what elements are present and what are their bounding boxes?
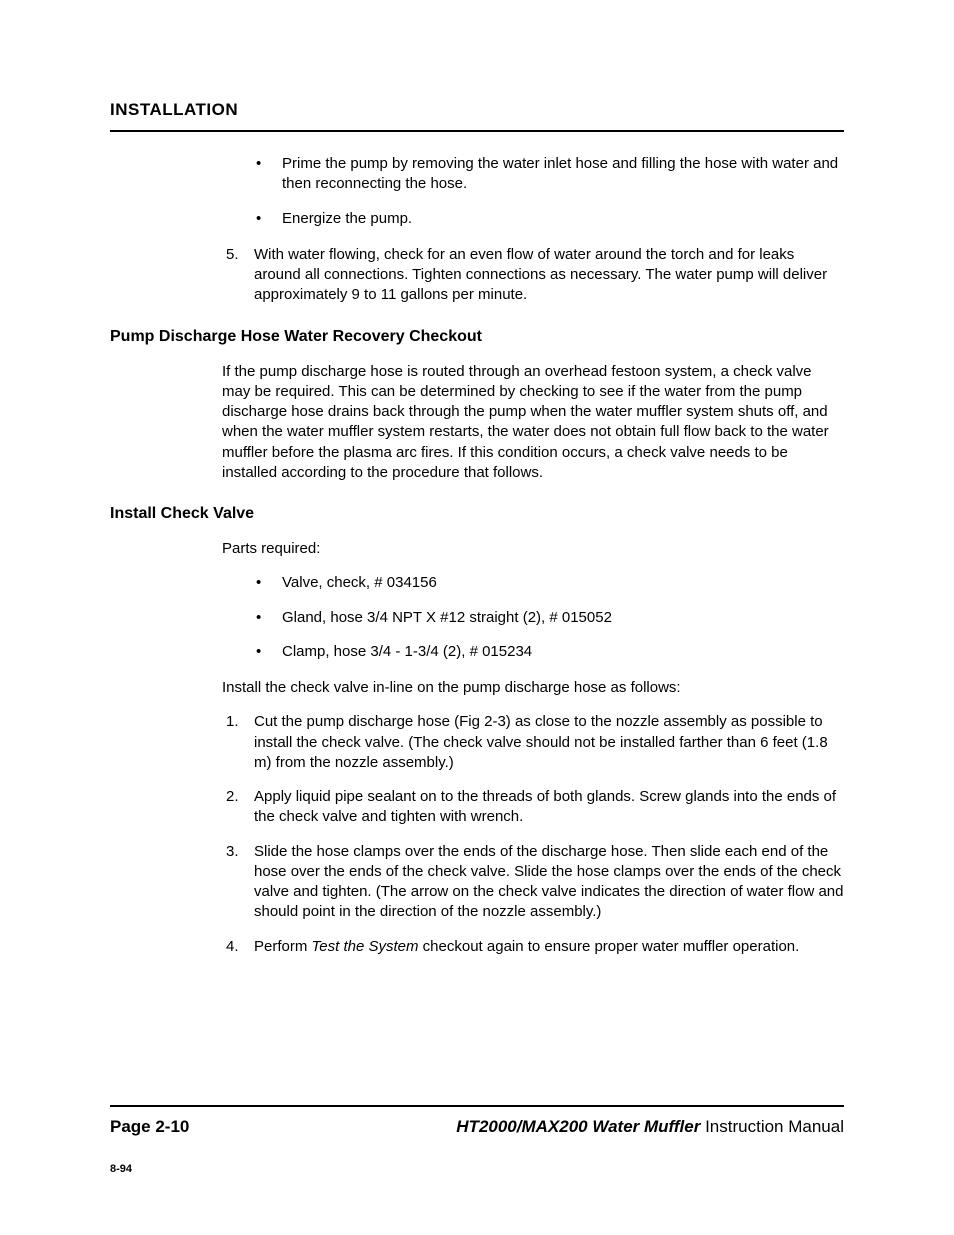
doc-title: HT2000/MAX200 Water Muffler Instruction … xyxy=(456,1117,844,1137)
page-footer: Page 2-10 HT2000/MAX200 Water Muffler In… xyxy=(110,1105,844,1175)
step-number: 2. xyxy=(226,787,239,807)
section-header: INSTALLATION xyxy=(110,100,844,120)
doc-type: Instruction Manual xyxy=(700,1117,844,1136)
intro-bullets: Prime the pump by removing the water inl… xyxy=(222,154,844,229)
step-text: Cut the pump discharge hose (Fig 2-3) as… xyxy=(254,713,828,771)
install-step: 2. Apply liquid pipe sealant on to the t… xyxy=(222,787,844,828)
step-number: 3. xyxy=(226,842,239,862)
step-number: 5. xyxy=(226,245,239,265)
footer-rule xyxy=(110,1105,844,1107)
product-name: HT2000/MAX200 Water Muffler xyxy=(456,1117,700,1136)
step-text-post: checkout again to ensure proper water mu… xyxy=(419,938,800,955)
page-number: Page 2-10 xyxy=(110,1117,189,1137)
header-rule xyxy=(110,130,844,132)
install-instruction: Install the check valve in-line on the p… xyxy=(222,678,844,698)
parts-list: Valve, check, # 034156 Gland, hose 3/4 N… xyxy=(222,573,844,662)
step-text-italic: Test the System xyxy=(312,938,419,955)
install-step: 1. Cut the pump discharge hose (Fig 2-3)… xyxy=(222,712,844,773)
intro-numbered: 5. With water flowing, check for an even… xyxy=(222,245,844,306)
install-step: 3. Slide the hose clamps over the ends o… xyxy=(222,842,844,923)
install-step: 4. Perform Test the System checkout agai… xyxy=(222,937,844,957)
recovery-body: If the pump discharge hose is routed thr… xyxy=(222,362,844,484)
step-number: 1. xyxy=(226,712,239,732)
step-text: Slide the hose clamps over the ends of t… xyxy=(254,843,844,921)
parts-required-label: Parts required: xyxy=(222,539,844,559)
intro-step-5: 5. With water flowing, check for an even… xyxy=(222,245,844,306)
intro-block: Prime the pump by removing the water inl… xyxy=(222,154,844,306)
step-number: 4. xyxy=(226,937,239,957)
step-text: With water flowing, check for an even fl… xyxy=(254,246,827,304)
part-item: Valve, check, # 034156 xyxy=(222,573,844,593)
part-item: Clamp, hose 3/4 - 1-3/4 (2), # 015234 xyxy=(222,642,844,662)
intro-bullet: Prime the pump by removing the water inl… xyxy=(222,154,844,195)
install-heading: Install Check Valve xyxy=(110,505,844,523)
step-text: Apply liquid pipe sealant on to the thre… xyxy=(254,788,836,825)
intro-bullet: Energize the pump. xyxy=(222,209,844,229)
part-item: Gland, hose 3/4 NPT X #12 straight (2), … xyxy=(222,608,844,628)
install-steps: 1. Cut the pump discharge hose (Fig 2-3)… xyxy=(222,712,844,957)
revision-date: 8-94 xyxy=(110,1163,844,1175)
step-text-pre: Perform xyxy=(254,938,312,955)
recovery-heading: Pump Discharge Hose Water Recovery Check… xyxy=(110,328,844,346)
